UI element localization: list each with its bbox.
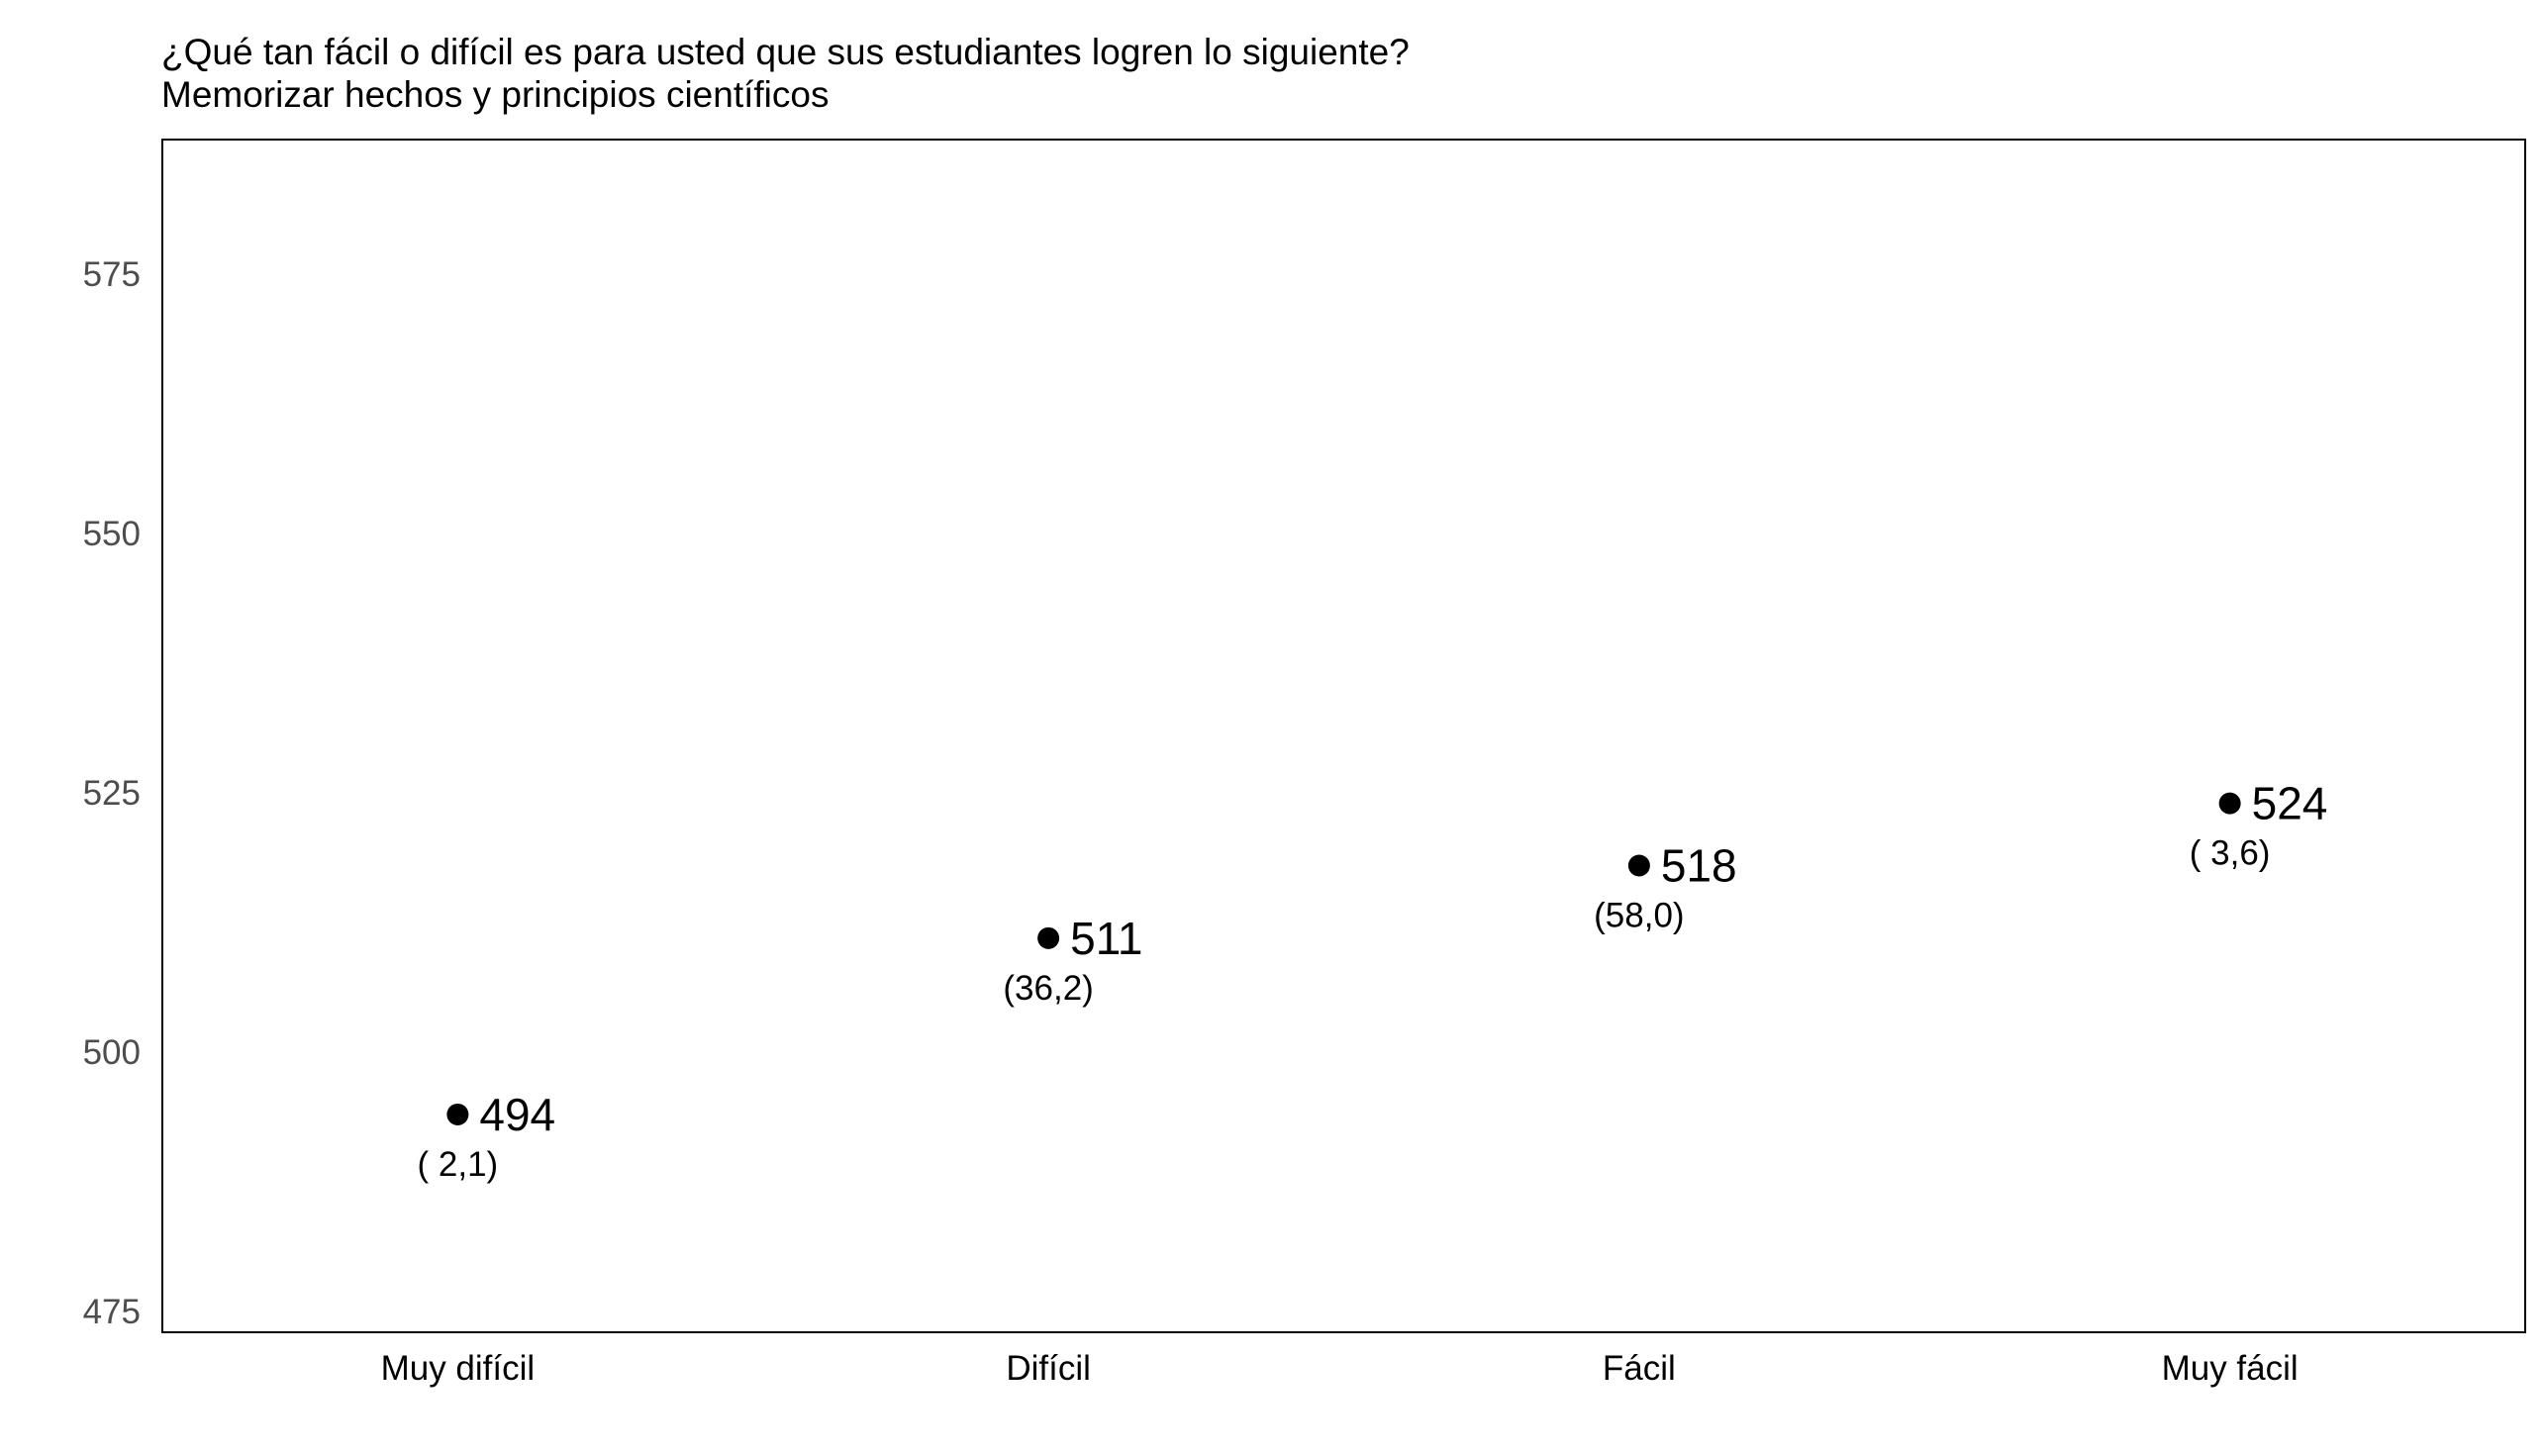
data-percent-label: (36,2): [1003, 969, 1093, 1008]
x-tick-label: Muy difícil: [381, 1349, 536, 1388]
data-point: [1627, 854, 1650, 877]
chart-title: ¿Qué tan fácil o difícil es para usted q…: [161, 32, 1410, 72]
plot-panel: [161, 139, 2526, 1333]
data-percent-label: ( 3,6): [2190, 834, 2271, 873]
y-tick-label: 550: [83, 515, 141, 553]
data-point: [1037, 926, 1060, 949]
x-tick-label: Muy fácil: [2162, 1349, 2299, 1388]
y-tick-label: 525: [83, 774, 141, 813]
x-tick-label: Fácil: [1603, 1349, 1676, 1388]
x-tick-label: Difícil: [1006, 1349, 1091, 1388]
data-percent-label: (58,0): [1594, 896, 1684, 934]
x-axis: Muy difícil Difícil Fácil Muy fácil: [381, 1349, 2299, 1388]
data-point: [2218, 792, 2241, 815]
data-value-label: 494: [479, 1089, 555, 1140]
y-axis: 475 500 525 550 575: [83, 255, 141, 1331]
chart-subtitle: Memorizar hechos y principios científico…: [161, 74, 829, 115]
data-percent-label: ( 2,1): [418, 1145, 499, 1184]
data-value-label: 518: [1661, 839, 1737, 891]
y-tick-label: 575: [83, 255, 141, 294]
y-tick-label: 500: [83, 1033, 141, 1072]
data-value-label: 524: [2252, 778, 2328, 829]
data-point: [446, 1103, 469, 1125]
data-value-label: 511: [1070, 913, 1142, 964]
y-tick-label: 475: [83, 1293, 141, 1331]
data-points: 494 ( 2,1) 511 (36,2) 518 (58,0) 524 ( 3,6): [418, 778, 2328, 1184]
